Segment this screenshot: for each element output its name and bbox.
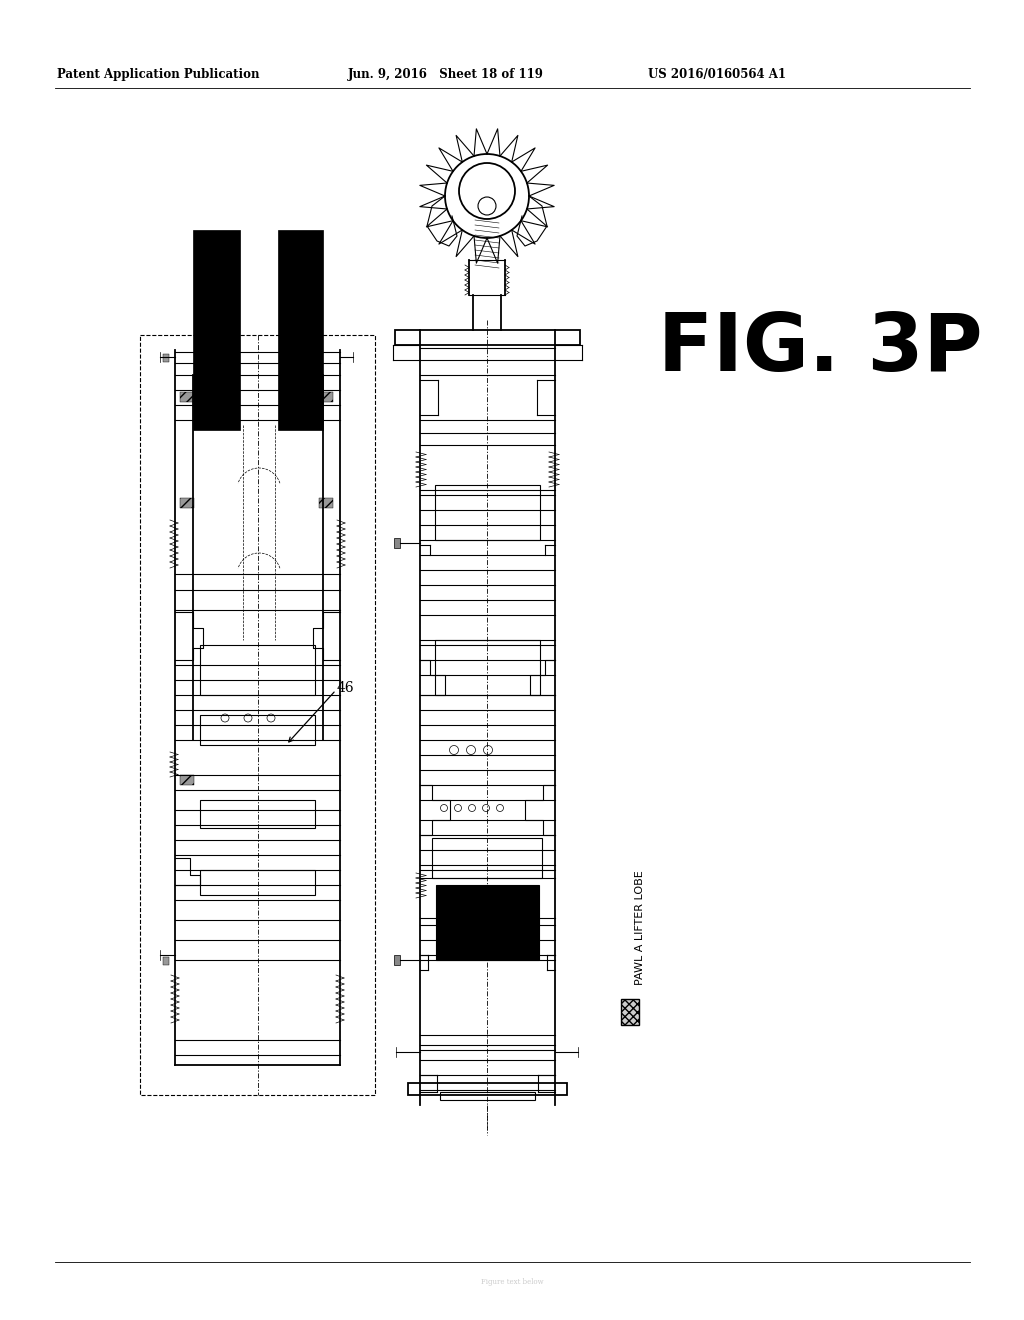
- Bar: [436, 884, 539, 960]
- Text: Jun. 9, 2016   Sheet 18 of 119: Jun. 9, 2016 Sheet 18 of 119: [348, 69, 544, 81]
- Bar: [313, 392, 333, 403]
- Bar: [278, 230, 323, 430]
- Bar: [394, 954, 400, 965]
- Bar: [621, 999, 639, 1026]
- Bar: [432, 838, 542, 878]
- Bar: [180, 392, 200, 403]
- Text: PAWL A LIFTER LOBE: PAWL A LIFTER LOBE: [635, 870, 645, 985]
- Bar: [163, 354, 169, 362]
- Text: Figure text below: Figure text below: [480, 1278, 544, 1286]
- Bar: [395, 330, 580, 345]
- Bar: [163, 957, 169, 965]
- Bar: [200, 870, 315, 895]
- Bar: [200, 715, 315, 744]
- Bar: [193, 230, 240, 430]
- Bar: [408, 1082, 567, 1096]
- Bar: [180, 498, 194, 508]
- Text: US 2016/0160564 A1: US 2016/0160564 A1: [648, 69, 786, 81]
- Text: Patent Application Publication: Patent Application Publication: [57, 69, 259, 81]
- Bar: [319, 498, 333, 508]
- Bar: [200, 800, 315, 828]
- Bar: [200, 645, 315, 696]
- Bar: [440, 1092, 535, 1100]
- Bar: [394, 539, 400, 548]
- Bar: [435, 484, 540, 540]
- Bar: [180, 775, 194, 785]
- Text: FIG. 3P: FIG. 3P: [658, 310, 982, 388]
- Bar: [435, 640, 540, 696]
- Text: 46: 46: [337, 681, 354, 696]
